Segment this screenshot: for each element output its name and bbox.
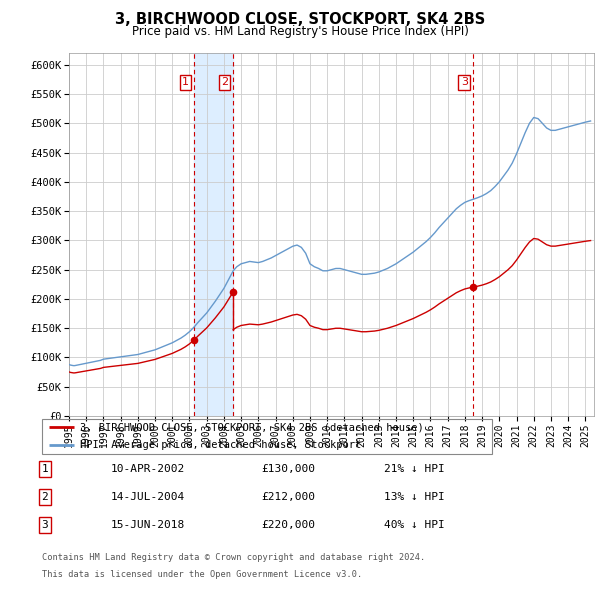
Text: £130,000: £130,000 — [261, 464, 315, 474]
Text: 2: 2 — [221, 77, 228, 87]
Text: £212,000: £212,000 — [261, 492, 315, 502]
Text: 2: 2 — [41, 492, 49, 502]
Text: 13% ↓ HPI: 13% ↓ HPI — [384, 492, 445, 502]
Text: Contains HM Land Registry data © Crown copyright and database right 2024.: Contains HM Land Registry data © Crown c… — [42, 553, 425, 562]
Text: 15-JUN-2018: 15-JUN-2018 — [111, 520, 185, 530]
Bar — [194, 53, 233, 416]
Text: 3, BIRCHWOOD CLOSE, STOCKPORT, SK4 2BS: 3, BIRCHWOOD CLOSE, STOCKPORT, SK4 2BS — [115, 12, 485, 27]
Text: 1: 1 — [182, 77, 189, 87]
Text: 1: 1 — [41, 464, 49, 474]
Text: Price paid vs. HM Land Registry's House Price Index (HPI): Price paid vs. HM Land Registry's House … — [131, 25, 469, 38]
Text: £220,000: £220,000 — [261, 520, 315, 530]
Text: HPI: Average price, detached house, Stockport: HPI: Average price, detached house, Stoc… — [80, 440, 361, 450]
Text: This data is licensed under the Open Government Licence v3.0.: This data is licensed under the Open Gov… — [42, 571, 362, 579]
Text: 3: 3 — [41, 520, 49, 530]
Text: 14-JUL-2004: 14-JUL-2004 — [111, 492, 185, 502]
Text: 40% ↓ HPI: 40% ↓ HPI — [384, 520, 445, 530]
Text: 10-APR-2002: 10-APR-2002 — [111, 464, 185, 474]
Text: 3, BIRCHWOOD CLOSE, STOCKPORT, SK4 2BS (detached house): 3, BIRCHWOOD CLOSE, STOCKPORT, SK4 2BS (… — [80, 422, 424, 432]
Text: 3: 3 — [461, 77, 468, 87]
Text: 21% ↓ HPI: 21% ↓ HPI — [384, 464, 445, 474]
